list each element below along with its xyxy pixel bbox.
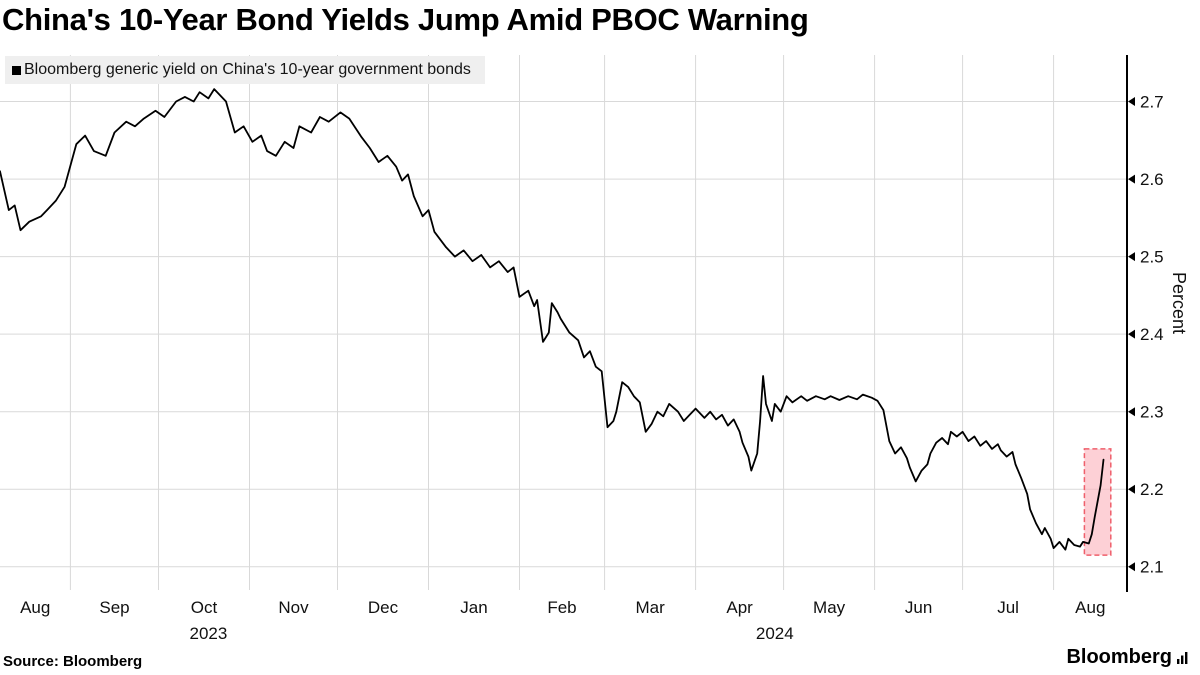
x-tick-label: Aug: [1075, 598, 1105, 617]
y-tick-label: 2.5: [1140, 248, 1164, 267]
y-tick-icon: [1128, 484, 1135, 494]
x-tick-label: Apr: [726, 598, 753, 617]
y-tick-label: 2.4: [1140, 325, 1164, 344]
y-tick-icon: [1128, 252, 1135, 262]
x-tick-label: Jan: [460, 598, 487, 617]
bloomberg-wordmark: Bloomberg: [1066, 646, 1172, 668]
y-tick-label: 2.6: [1140, 170, 1164, 189]
x-tick-label: Aug: [20, 598, 50, 617]
x-year-label: 2023: [189, 624, 227, 643]
legend-label: Bloomberg generic yield on China's 10-ye…: [24, 61, 471, 78]
y-tick-label: 2.1: [1140, 558, 1164, 577]
yield-line-series: [0, 88, 1105, 551]
x-tick-label: Nov: [278, 598, 309, 617]
y-tick-label: 2.3: [1140, 403, 1164, 422]
y-tick-icon: [1128, 329, 1135, 339]
x-tick-label: Jun: [905, 598, 932, 617]
legend: Bloomberg generic yield on China's 10-ye…: [5, 56, 485, 84]
y-tick-icon: [1128, 407, 1135, 417]
y-tick-label: 2.2: [1140, 480, 1164, 499]
y-tick-icon: [1128, 97, 1135, 106]
x-tick-label: Feb: [547, 598, 576, 617]
y-axis-title: Percent: [1169, 272, 1189, 335]
x-tick-label: May: [813, 598, 846, 617]
x-tick-label: Oct: [191, 598, 218, 617]
y-tick-label: 2.7: [1140, 93, 1164, 112]
bloomberg-logo: Bloomberg: [1066, 646, 1190, 669]
chart-title: China's 10-Year Bond Yields Jump Amid PB…: [2, 2, 809, 37]
legend-swatch-icon: [12, 65, 21, 75]
y-tick-icon: [1128, 174, 1135, 184]
bloomberg-logo-mark-icon: [1177, 651, 1188, 664]
x-tick-label: Dec: [368, 598, 399, 617]
x-tick-label: Mar: [635, 598, 665, 617]
y-tick-icon: [1128, 562, 1135, 572]
x-year-label: 2024: [756, 624, 794, 643]
x-tick-label: Jul: [997, 598, 1019, 617]
x-tick-label: Sep: [99, 598, 129, 617]
source-note: Source: Bloomberg: [3, 653, 143, 670]
